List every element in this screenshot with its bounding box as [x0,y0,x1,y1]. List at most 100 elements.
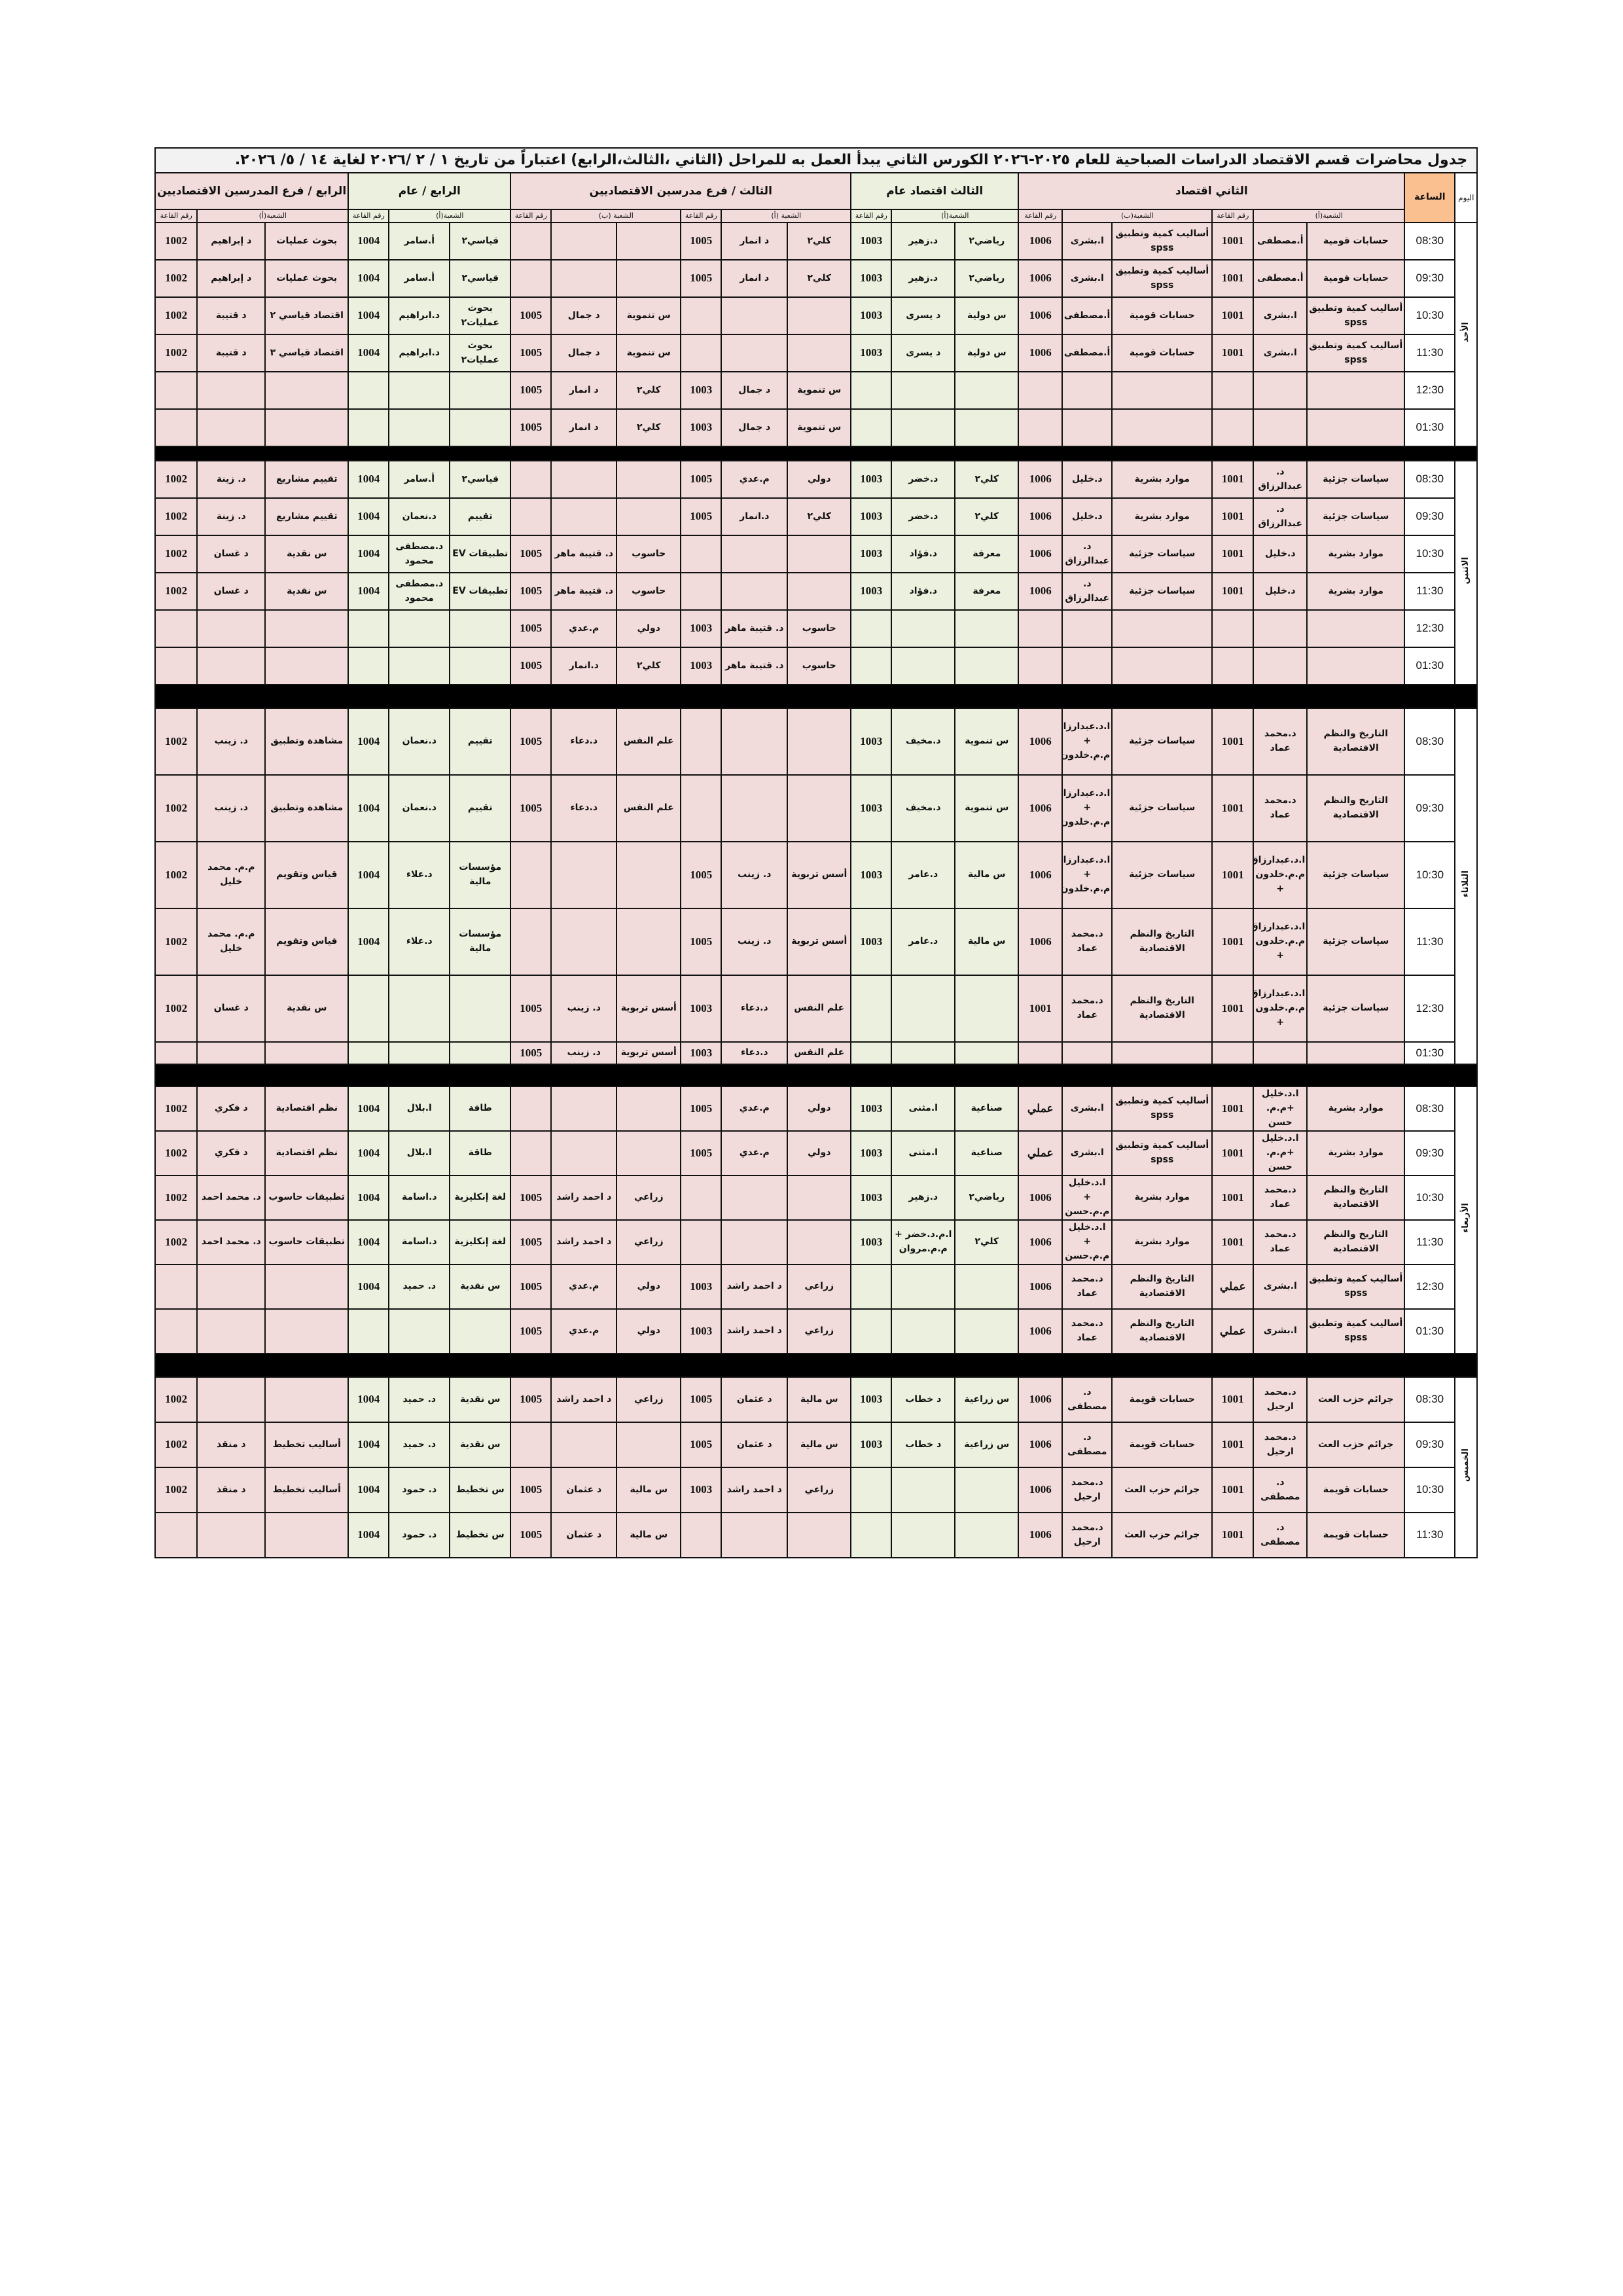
room-cell: 1002 [154,841,198,909]
room-cell: 1001 [1211,222,1255,260]
teacher-cell [388,371,451,410]
subject-cell: التاريخ والنظم الاقتصادية [1111,975,1213,1043]
teacher-cell: د.دعاء [550,774,618,842]
teacher-cell: د. عبدالرزاق [1061,535,1113,573]
room-cell: 1002 [154,975,198,1043]
room-header: رقم القاعة [348,209,390,223]
teacher-cell: د انمار [721,222,789,260]
subject-cell [264,1376,349,1423]
subject-cell: التاريخ والنظم الاقتصادية [1111,908,1213,976]
teacher-cell: ا.د.عبدارزاق م.م.خلدون + [1253,908,1308,976]
time-cell: 11:30 [1404,572,1456,611]
subject-cell: سياسات جزئية [1306,841,1406,909]
teacher-cell: د. زينب [550,975,618,1043]
teacher-cell [891,408,956,447]
subject-cell [616,908,682,976]
room-cell: 1001 [1018,975,1063,1043]
room-cell: 1005 [680,259,722,298]
teacher-cell: د. زينب [721,841,789,909]
room-cell: 1001 [1211,1086,1255,1132]
teacher-cell: د. عبدالرزاق [1061,572,1113,611]
subject-cell: س زراعية [954,1376,1020,1423]
room-cell: 1002 [154,460,198,499]
teacher-cell [1253,609,1308,648]
room-cell: 1005 [510,535,552,573]
room-cell [348,371,390,410]
teacher-cell: د.محمد عماد [1061,1264,1113,1310]
subject-cell: س تنموية [616,296,682,335]
room-cell: 1005 [510,975,552,1043]
room-cell [1211,647,1255,685]
room-cell: 1005 [510,1264,552,1310]
subject-cell: س زراعية [954,1422,1020,1468]
subject-cell: أساليب كمية وتطبيق spss [1111,1086,1213,1132]
teacher-cell: د.اسامة [388,1175,451,1221]
room-header: رقم القاعة [1211,209,1255,223]
subject-cell: أساليب كمية وتطبيق spss [1111,222,1213,260]
room-cell [348,408,390,447]
room-cell: 1003 [850,497,893,536]
teacher-cell: د عثمان [721,1422,789,1468]
room-cell [680,1512,722,1558]
teacher-cell: د.محمد ارحيل [1061,1467,1113,1513]
room-cell: 1001 [1211,975,1255,1043]
teacher-cell: أ.سامر [388,460,451,499]
teacher-cell: د. زينة [196,497,266,536]
table-row: 10:30 أساليب كمية وتطبيق spss ا.بشرى 1001 حس… [154,296,1477,335]
subject-cell: التاريخ والنظم الاقتصادية [1111,1308,1213,1354]
subject-cell [264,647,349,685]
subject-cell: سياسات جزئية [1111,535,1213,573]
subject-cell: موارد بشرية [1306,1130,1406,1176]
room-cell [154,1308,198,1354]
room-cell [510,1422,552,1468]
subject-cell: كلي٢ [616,371,682,410]
teacher-cell: ا.بشرى [1253,1308,1308,1354]
room-cell [1018,371,1063,410]
subject-cell [449,1308,512,1354]
teacher-cell: د.محمد عماد [1061,1308,1113,1354]
subject-cell: صناعية [954,1130,1020,1176]
subject-cell: س نقدية [264,975,349,1043]
subject-cell: حسابات قويمة [1111,1376,1213,1423]
subject-cell: مشاهدة وتطبيق [264,774,349,842]
subject-cell: س تنموية [616,334,682,372]
subject-cell: موارد بشرية [1111,497,1213,536]
teacher-cell: د. عبدالرزاق [1253,497,1308,536]
subject-cell [954,1264,1020,1310]
subject-cell: علم النفس [787,975,852,1043]
subject-cell: س نقدية [264,572,349,611]
room-cell: 1002 [154,334,198,372]
room-cell: 1005 [680,841,722,909]
room-cell: 1002 [154,1130,198,1176]
room-cell: 1001 [1211,708,1255,776]
separator-bar [154,1064,1478,1087]
room-cell: 1004 [348,222,390,260]
room-cell [510,841,552,909]
subject-cell: قياسي٢ [449,259,512,298]
subject-cell [954,609,1020,648]
subject-cell: تقييم مشاريع [264,460,349,499]
subject-cell: بحوث عمليات [264,222,349,260]
table-row: 01:30 أساليب كمية وتطبيق spss ا.بشرى عملي ال… [154,1308,1477,1354]
room-cell: 1001 [1211,259,1255,298]
subject-cell: حسابات قويمة [1111,1422,1213,1468]
room-cell: 1003 [680,1041,722,1065]
teacher-cell: د احمد راشد [550,1376,618,1423]
subject-cell: قياسي٢ [449,222,512,260]
subject-cell [954,647,1020,685]
teacher-cell [891,1467,956,1513]
time-cell: 08:30 [1404,460,1456,499]
teacher-cell: أ.سامر [388,259,451,298]
room-cell: 1002 [154,572,198,611]
subject-cell: س مالية [787,1376,852,1423]
separator-bar [154,1353,1478,1378]
teacher-cell [891,371,956,410]
teacher-cell: ا.د.خليل +م.م. حسن [1253,1130,1308,1176]
subject-cell: س تنموية [954,774,1020,842]
room-cell: 1005 [510,1219,552,1265]
day-label: الخميس [1454,1376,1478,1558]
room-cell [510,1086,552,1132]
time-cell: 12:30 [1404,371,1456,410]
table-row: 10:30 حسابات قويمة د. مصطفى 1001 جرائم حزب ا… [154,1467,1477,1513]
room-cell: 1004 [348,841,390,909]
